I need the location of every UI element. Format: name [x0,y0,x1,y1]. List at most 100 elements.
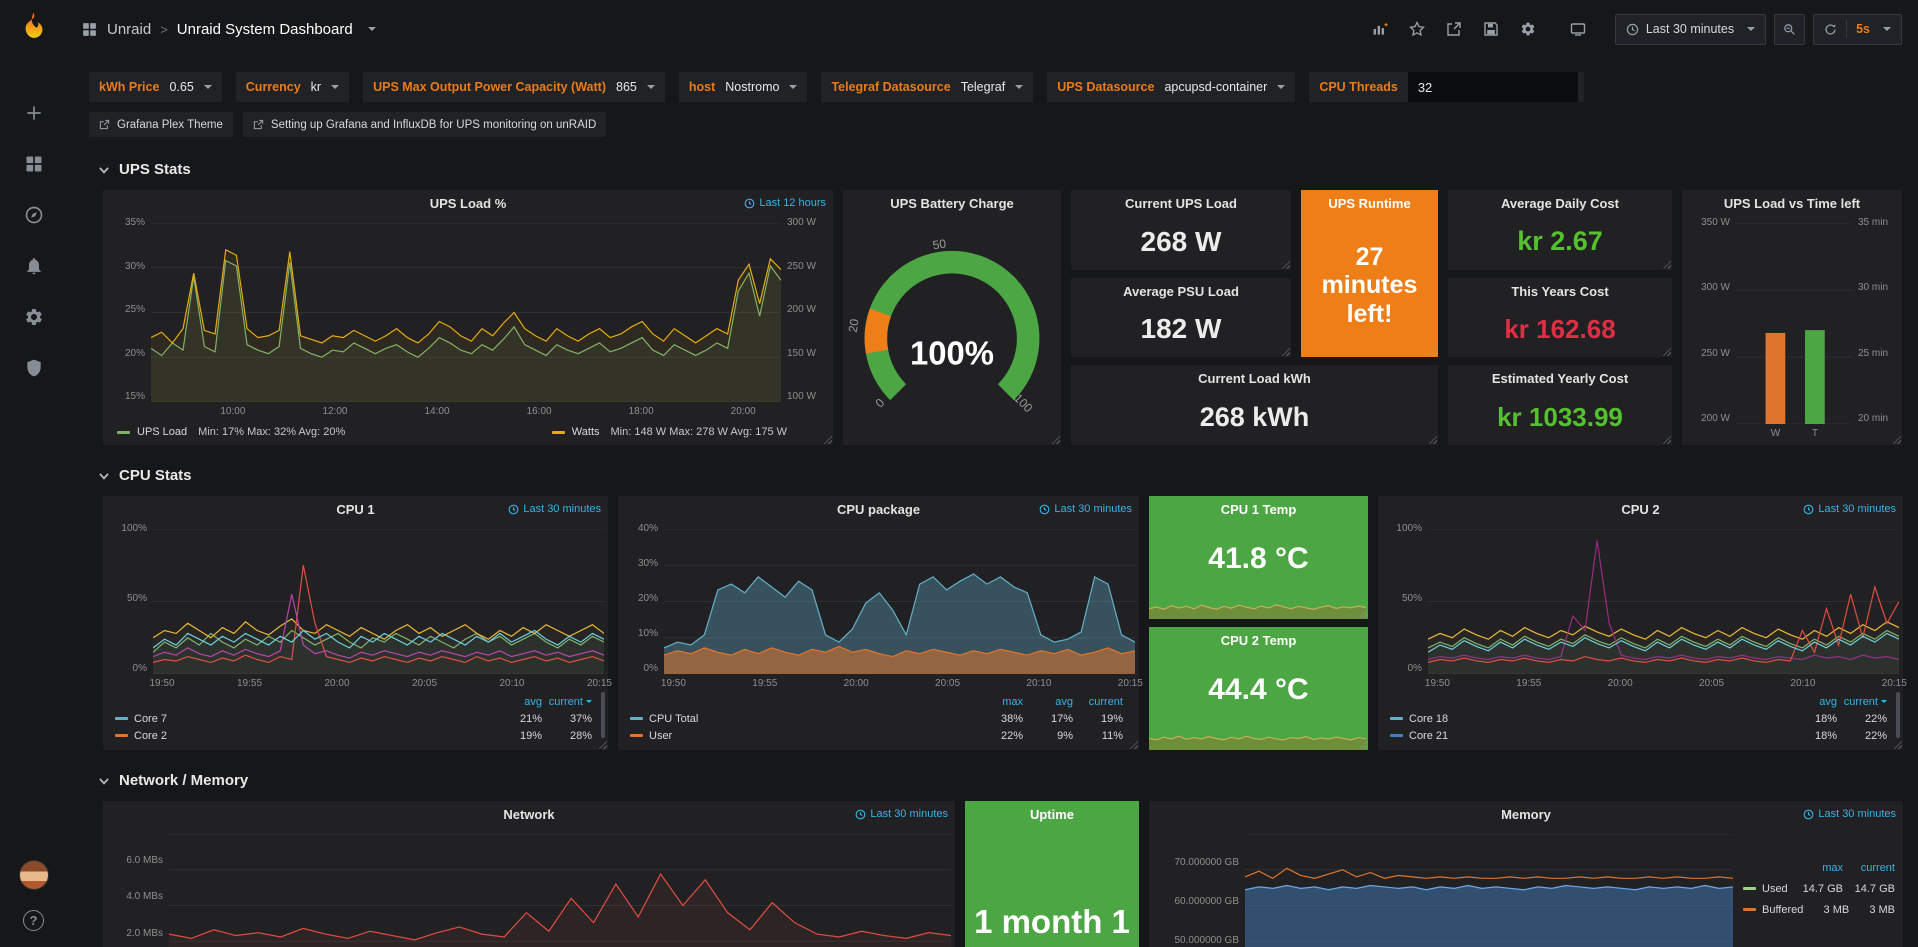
series-name[interactable]: Core 18 [1409,712,1449,725]
dashboards-icon[interactable] [23,153,45,175]
legend-sort-current[interactable]: current [542,696,592,708]
series-color-icon[interactable] [115,734,128,737]
legend-sort-avg[interactable]: avg [1055,695,1073,708]
legend-sort-current[interactable]: current [1860,861,1895,874]
star-button[interactable] [1402,14,1432,44]
panel-time-range[interactable]: Last 30 minutes [1803,503,1896,515]
series-color-icon[interactable] [630,734,643,737]
series-name[interactable]: Buffered [1762,903,1804,916]
series-color-icon[interactable] [1390,717,1403,720]
legend-sort-max[interactable]: max [1002,695,1023,708]
resize-handle[interactable] [1281,259,1290,269]
panel-title[interactable]: Memory [1501,807,1551,822]
variable-value[interactable]: Telegraf [960,80,1006,94]
add-panel-button[interactable] [1365,14,1395,44]
resize-handle[interactable] [1662,259,1671,269]
variable-telegraf-datasource[interactable]: Telegraf Datasource Telegraf [821,72,1034,102]
panel-time-range[interactable]: Last 30 minutes [1039,503,1132,515]
legend-sort-avg[interactable]: avg [524,695,542,708]
legend-sort-current[interactable]: current [1837,696,1887,708]
section-cpu-stats[interactable]: CPU Stats [97,467,1903,484]
panel-title[interactable]: UPS Load vs Time left [1723,196,1861,211]
series-color-icon[interactable] [1390,734,1403,737]
dashboard-grid-icon[interactable] [81,21,98,38]
server-admin-icon[interactable] [23,357,45,379]
legend-sort-max[interactable]: max [1822,861,1843,874]
panel-title[interactable]: Network [503,807,555,822]
resize-handle[interactable] [1428,434,1437,444]
panel-time-range[interactable]: Last 30 minutes [508,503,601,515]
panel-title[interactable]: Average Daily Cost [1500,196,1619,211]
user-avatar[interactable] [18,860,49,890]
series-color-icon[interactable] [1743,908,1756,911]
dashboard-link[interactable]: Grafana Plex Theme [89,112,233,137]
series-color-icon[interactable] [1743,887,1756,890]
resize-handle[interactable] [1662,347,1671,357]
legend-scrollbar[interactable] [601,692,605,738]
series-color-icon[interactable] [630,717,643,720]
variable-value[interactable]: 865 [616,80,637,94]
resize-handle[interactable] [1129,740,1138,749]
series-name[interactable]: UPS Load [137,426,188,438]
variable-ups-max-output-power-capacity-watt-[interactable]: UPS Max Output Power Capacity (Watt) 865 [363,72,665,102]
section-ups-stats[interactable]: UPS Stats [97,161,1903,178]
dashboard-link[interactable]: Setting up Grafana and InfluxDB for UPS … [242,112,607,137]
legend-scrollbar[interactable] [1896,692,1900,738]
variable-kwh-price[interactable]: kWh Price 0.65 [89,72,222,102]
series-name[interactable]: Core 7 [134,712,168,725]
resize-handle[interactable] [1893,740,1902,749]
refresh-picker[interactable]: 5s [1813,13,1902,45]
cycle-view-button[interactable] [1563,14,1593,44]
chevron-down-icon[interactable] [367,27,376,31]
help-icon[interactable]: ? [23,910,44,931]
panel-title[interactable]: CPU package [836,502,921,517]
resize-handle[interactable] [1358,609,1367,618]
section-network-memory[interactable]: Network / Memory [97,772,1903,789]
series-name[interactable]: Core 2 [134,729,168,742]
panel-title[interactable]: Average PSU Load [1123,283,1239,299]
alerting-icon[interactable] [23,255,45,277]
resize-handle[interactable] [1358,740,1367,749]
series-name[interactable]: User [649,729,673,742]
panel-time-range[interactable]: Last 12 hours [744,197,826,209]
resize-handle[interactable] [1428,347,1437,357]
resize-handle[interactable] [598,740,607,749]
panel-title[interactable]: Current UPS Load [1125,196,1237,211]
series-name[interactable]: Core 21 [1409,729,1449,742]
series-color-icon[interactable] [551,430,565,434]
breadcrumb-folder[interactable]: Unraid [107,20,152,38]
variable-value[interactable]: kr [310,80,322,94]
panel-time-range[interactable]: Last 30 minutes [1803,808,1896,820]
variable-currency[interactable]: Currency kr [235,72,350,102]
share-button[interactable] [1439,14,1469,44]
resize-handle[interactable] [1051,435,1060,444]
refresh-icon[interactable] [1824,23,1837,36]
panel-title[interactable]: UPS Battery Charge [890,196,1014,211]
panel-title[interactable]: CPU 2 [1621,502,1660,517]
series-name[interactable]: CPU Total [649,712,699,725]
panel-title[interactable]: This Years Cost [1511,283,1609,299]
panel-title[interactable]: UPS Runtime [1328,196,1411,211]
variable-ups-datasource[interactable]: UPS Datasource apcupsd-container [1047,72,1296,102]
dashboard-settings-button[interactable] [1513,14,1543,44]
series-name[interactable]: Watts [571,426,600,438]
explore-icon[interactable] [23,204,45,226]
resize-handle[interactable] [823,435,832,444]
series-color-icon[interactable] [115,717,128,720]
configuration-icon[interactable] [23,306,45,328]
series-name[interactable]: Used [1762,882,1788,895]
series-color-icon[interactable] [117,430,130,434]
variable-host[interactable]: host Nostromo [678,72,808,102]
save-button[interactable] [1476,14,1506,44]
panel-title[interactable]: CPU 1 Temp [1220,502,1297,517]
panel-title[interactable]: Current Load kWh [1198,371,1311,387]
refresh-interval-label[interactable]: 5s [1856,22,1870,36]
resize-handle[interactable] [1892,435,1901,444]
time-picker[interactable]: Last 30 minutes [1614,13,1767,45]
panel-title[interactable]: UPS Load % [429,196,507,211]
grafana-logo-icon[interactable] [16,12,52,48]
panel-title[interactable]: CPU 1 [336,502,375,517]
panel-title[interactable]: Uptime [1029,807,1075,822]
variable-cpu-threads[interactable]: CPU Threads 32 [1309,72,1584,102]
variable-value[interactable]: apcupsd-container [1164,80,1268,94]
